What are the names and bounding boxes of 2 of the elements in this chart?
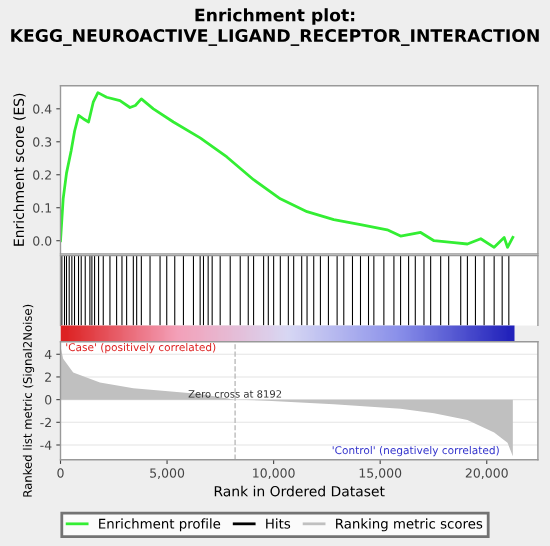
chart-title: Enrichment plot: KEGG_NEUROACTIVE_LIGAND_RECEPTOR_INTERACTION <box>11 8 539 46</box>
line-series <box>60 91 515 249</box>
